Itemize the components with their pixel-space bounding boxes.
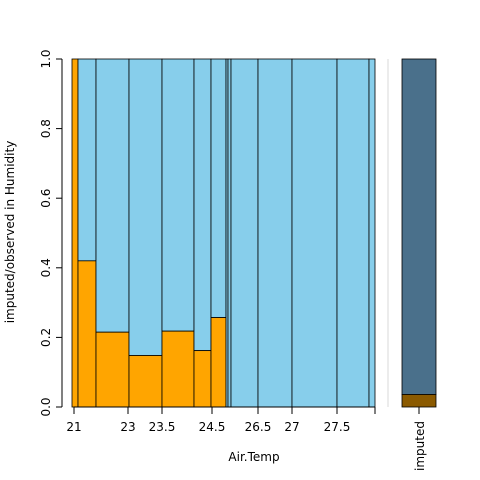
imputed-segment — [129, 355, 162, 407]
observed-segment — [369, 59, 375, 407]
imputed-segment — [162, 331, 194, 407]
y-tick-label: 0.2 — [39, 328, 53, 347]
y-tick-label: 1.0 — [39, 49, 53, 68]
observed-segment — [78, 59, 96, 261]
spinogram-bars — [72, 59, 375, 407]
imputed-summary-segment — [402, 394, 436, 407]
imputed-segment — [211, 318, 226, 407]
imputed-segment — [72, 59, 78, 407]
observed-segment — [194, 59, 211, 351]
observed-segment — [162, 59, 194, 331]
imputed-segment — [96, 332, 129, 407]
y-tick-label: 0.4 — [39, 258, 53, 277]
y-axis-title: imputed/observed in Humidity — [3, 141, 17, 324]
x-tick-label: 24.5 — [199, 420, 226, 434]
x-tick-label: 23 — [120, 420, 135, 434]
observed-segment — [292, 59, 337, 407]
observed-segment — [258, 59, 292, 407]
y-tick-label: 0.8 — [39, 119, 53, 138]
observed-segment — [211, 59, 226, 318]
y-tick-label: 0.6 — [39, 189, 53, 208]
observed-segment — [129, 59, 162, 355]
x-tick-label: 26.5 — [245, 420, 272, 434]
x-axis-title: Air.Temp — [228, 450, 279, 464]
observed-segment — [228, 59, 231, 407]
x-tick-label: 23.5 — [149, 420, 176, 434]
x-tick-label: 27.5 — [324, 420, 351, 434]
imputed-summary-bar — [402, 59, 436, 407]
observed-summary-segment — [402, 59, 436, 394]
x-tick-label: 27 — [284, 420, 299, 434]
y-tick-label: 0.0 — [39, 397, 53, 416]
observed-segment — [96, 59, 129, 332]
observed-segment — [231, 59, 258, 407]
side-bar-category-label: imputed — [413, 421, 427, 471]
observed-segment — [337, 59, 369, 407]
imputed-segment — [194, 351, 211, 407]
imputed-segment — [78, 261, 96, 407]
x-tick-label: 21 — [66, 420, 81, 434]
